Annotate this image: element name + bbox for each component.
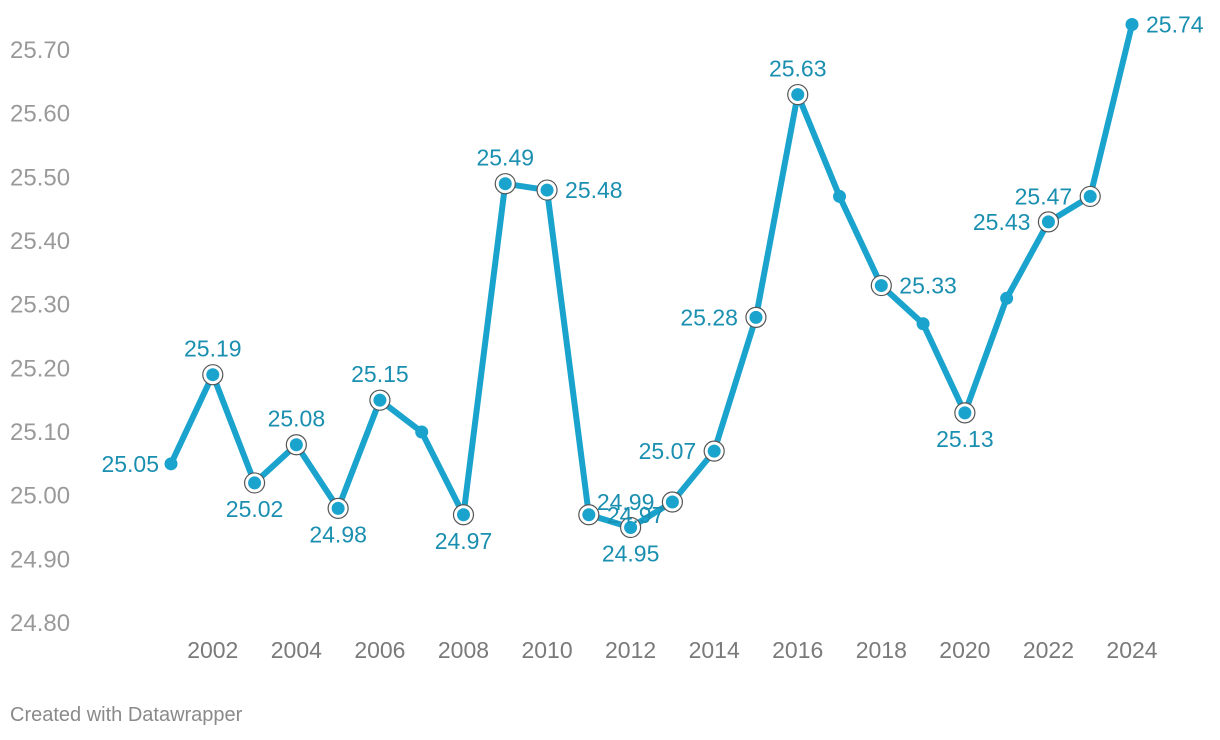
data-label: 24.99 [597, 489, 655, 515]
data-label: 25.08 [268, 406, 326, 432]
data-point [1125, 18, 1139, 32]
data-point [707, 444, 721, 458]
data-point [749, 310, 763, 324]
y-tick-label: 25.70 [10, 37, 70, 64]
data-label: 25.13 [936, 426, 994, 452]
y-tick-label: 25.10 [10, 419, 70, 446]
x-tick-label: 2018 [856, 637, 907, 663]
y-tick-label: 24.90 [10, 546, 70, 573]
footer-credit: Created with Datawrapper [10, 704, 243, 726]
y-tick-label: 25.00 [10, 483, 70, 510]
data-point [791, 88, 805, 102]
data-point [624, 521, 638, 534]
line-chart: 25.70 25.60 25.50 25.40 25.30 25.20 25.10 25.00… [10, 12, 1204, 663]
data-point [540, 183, 554, 197]
data-label: 24.97 [435, 528, 493, 554]
x-tick-label: 2006 [354, 637, 405, 663]
y-tick-label: 25.30 [10, 292, 70, 319]
data-point [331, 501, 345, 515]
data-label: 24.97 [607, 502, 665, 528]
data-label: 25.05 [101, 451, 159, 477]
y-tick-label: 25.20 [10, 355, 70, 382]
y-tick-label: 25.50 [10, 164, 70, 191]
data-point [415, 425, 429, 439]
x-tick-label: 2016 [772, 637, 823, 663]
data-point [373, 393, 387, 407]
data-point [498, 177, 512, 191]
data-label: 25.02 [226, 496, 284, 522]
data-point [1083, 189, 1097, 203]
data-label: 25.63 [769, 56, 827, 82]
data-point [665, 495, 679, 509]
data-label: 25.15 [351, 361, 409, 387]
x-tick-label: 2002 [187, 637, 238, 663]
data-label: 25.07 [639, 438, 697, 464]
y-axis: 25.70 25.60 25.50 25.40 25.30 25.20 25.10 25.00… [10, 37, 70, 637]
data-label: 25.47 [1015, 183, 1073, 209]
data-point [1041, 215, 1055, 229]
x-axis: 2002 2004 2006 2008 2010 2012 2014 2016 2018 2020… [187, 637, 1158, 663]
x-tick-label: 2004 [271, 637, 322, 663]
data-label: 25.33 [899, 273, 957, 299]
data-point [456, 508, 470, 522]
x-tick-label: 2008 [438, 637, 489, 663]
y-tick-label: 24.80 [10, 610, 70, 637]
data-point [289, 438, 303, 452]
data-point [164, 457, 178, 471]
data-label: 24.98 [309, 521, 367, 547]
data-labels: 25.05 25.19 25.02 25.08 24.98 25.15 24.97 25.49… [101, 12, 1203, 567]
data-point [833, 189, 847, 203]
x-tick-label: 2014 [689, 637, 740, 663]
y-tick-label: 25.40 [10, 228, 70, 255]
x-tick-label: 2022 [1023, 637, 1074, 663]
data-label: 25.49 [476, 145, 534, 171]
x-tick-label: 2012 [605, 637, 656, 663]
data-point [916, 317, 930, 331]
data-label: 25.19 [184, 336, 242, 362]
data-label: 25.48 [565, 177, 623, 203]
data-label: 25.43 [973, 209, 1031, 235]
x-tick-label: 2010 [521, 637, 572, 663]
data-point [206, 368, 220, 382]
x-tick-label: 2024 [1106, 637, 1157, 663]
data-point [874, 279, 888, 293]
data-label: 25.28 [680, 304, 738, 330]
data-point [958, 406, 972, 420]
series-line [164, 18, 1139, 539]
y-tick-label: 25.60 [10, 101, 70, 128]
data-label: 25.74 [1146, 12, 1204, 38]
data-point [1000, 291, 1014, 305]
data-point [582, 508, 596, 522]
x-tick-label: 2020 [939, 637, 990, 663]
data-label: 24.95 [602, 541, 660, 567]
data-point [248, 476, 262, 490]
series-path [168, 21, 1135, 531]
